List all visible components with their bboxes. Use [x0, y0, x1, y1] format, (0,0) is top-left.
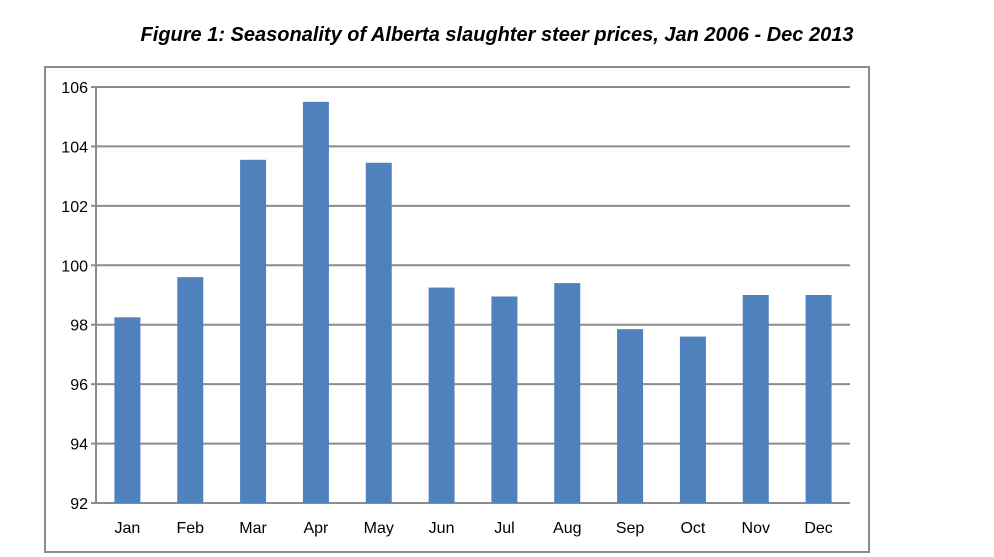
- x-tick-label: May: [364, 520, 394, 537]
- x-tick-label: Jun: [429, 520, 455, 537]
- bar-nov: [742, 295, 769, 503]
- x-tick-label: Sep: [616, 520, 645, 537]
- y-tick-label: 100: [61, 258, 88, 275]
- x-tick-label: Jan: [115, 520, 141, 537]
- x-tick-label: Oct: [680, 520, 705, 537]
- bar-oct: [679, 336, 706, 503]
- x-tick-label: Aug: [553, 520, 581, 537]
- bar-jul: [491, 296, 518, 503]
- bar-may: [365, 162, 392, 503]
- y-tick-label: 102: [61, 199, 88, 216]
- y-tick-label: 104: [61, 139, 88, 156]
- bar-sep: [617, 329, 644, 503]
- y-tick-label: 106: [61, 80, 88, 97]
- x-tick-label: Apr: [303, 520, 329, 537]
- x-axis-ticks: Jan Feb Mar Apr May Jun Jul Aug Sep Oct Nov Dec: [115, 520, 833, 537]
- bar-jun: [428, 287, 455, 503]
- gridlines: [96, 86, 850, 504]
- bars: [114, 101, 832, 504]
- x-tick-label: Jul: [494, 520, 514, 537]
- y-tick-label: 92: [70, 496, 88, 513]
- bar-aug: [554, 283, 581, 503]
- x-tick-label: Feb: [176, 520, 204, 537]
- bar-dec: [805, 295, 832, 503]
- bar-mar: [240, 159, 267, 504]
- x-tick-label: Nov: [742, 520, 770, 537]
- chart-title: Figure 1: Seasonality of Alberta slaught…: [140, 24, 854, 46]
- y-axis-ticks: 92 94 96 98 100 102 104 106: [61, 80, 88, 513]
- x-tick-label: Mar: [239, 520, 267, 537]
- y-tick-label: 98: [70, 318, 88, 335]
- bar-jan: [114, 317, 141, 503]
- bar-feb: [177, 277, 204, 503]
- x-tick-label: Dec: [804, 520, 832, 537]
- y-tick-label: 96: [70, 377, 88, 394]
- y-tick-label: 94: [70, 437, 88, 454]
- axes: [91, 86, 97, 504]
- bar-apr: [302, 101, 329, 503]
